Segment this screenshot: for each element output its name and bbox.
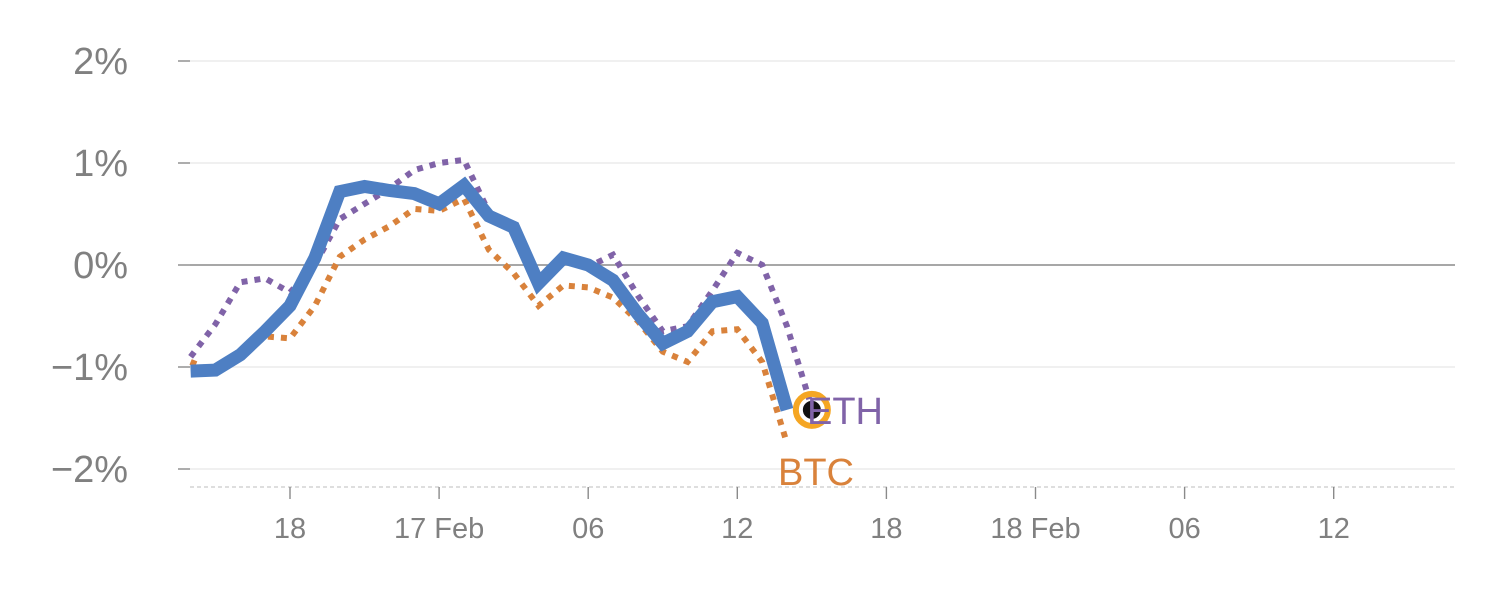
y-tick-label: 1% [73,143,128,185]
x-tick-label: 18 [274,513,306,545]
x-tick-label: 18 Feb [990,513,1080,545]
end-marker-ring [792,390,831,429]
series-line-btc [189,194,790,445]
grid-layer [178,60,1455,499]
x-tick-label: 06 [572,513,604,545]
y-tick-label: 0% [73,245,128,287]
series-line-main [190,176,794,412]
series-line-eth [188,156,815,409]
x-tick-label: 17 Feb [394,513,484,545]
series-label-eth: ETH [807,391,883,433]
x-tick-label: 06 [1168,513,1200,545]
y-tick-label: −1% [51,347,128,389]
x-tick-label: 12 [1318,513,1350,545]
x-tick-label: 12 [721,513,753,545]
y-tick-label: 2% [73,41,128,83]
series-label-btc: BTC [778,452,854,494]
marker-layer [792,390,831,429]
x-tick-label: 18 [870,513,902,545]
series-layer [188,156,815,445]
y-tick-label: −2% [51,449,128,491]
end-marker-dot [800,398,823,421]
label-layer: 2% 1% 0% −1% −2% 18 17 Feb 06 12 18 18 Feb 06 12 ETH B… [51,41,1350,545]
